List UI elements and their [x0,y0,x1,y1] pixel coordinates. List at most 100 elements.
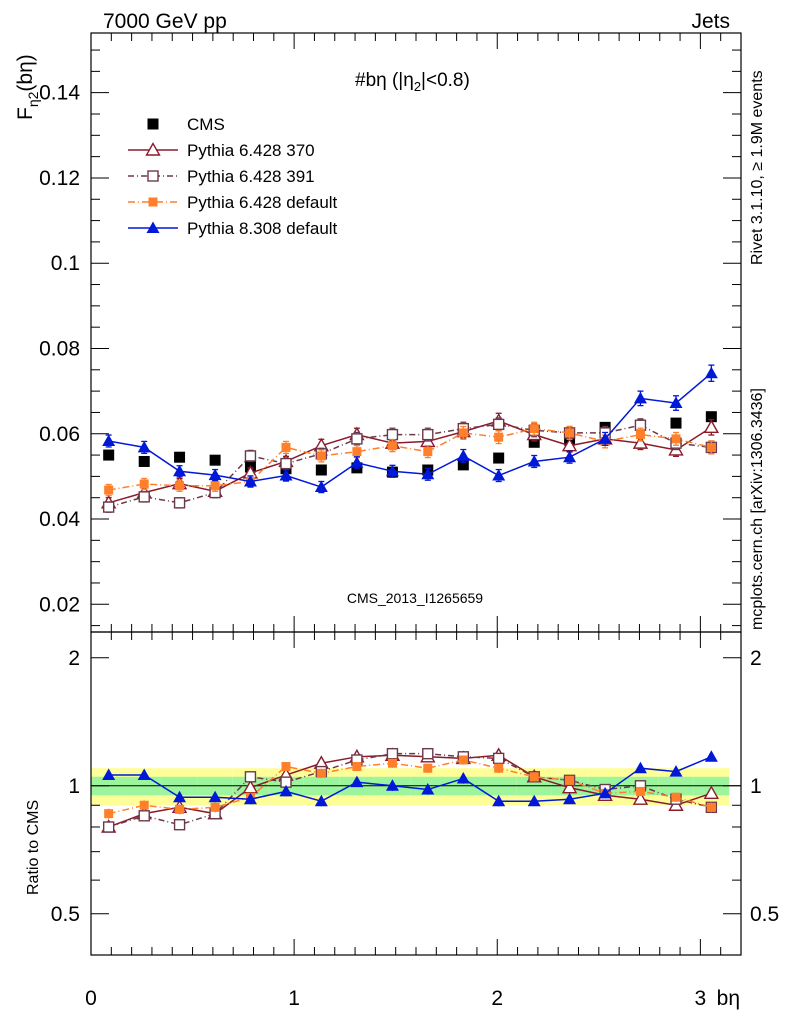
plot-title-sub: 2 [414,79,421,94]
ratio-point-pdef [671,792,681,802]
data-point-p370 [632,435,649,449]
data-point-p8 [527,454,541,467]
data-point-p391 [351,433,363,445]
series-pdef [104,421,716,497]
x-tick-label: 0 [85,987,97,1010]
legend-label-p8: Pythia 8.308 default [187,219,338,238]
ratio-point-p8 [243,792,257,805]
data-point-cms [315,464,327,476]
data-point-pdef [387,441,397,451]
ratio-line-pdef [108,759,712,815]
ratio-point-pdef [175,804,185,814]
legend-marker-cms [147,118,159,130]
data-point-p8 [421,467,435,480]
analysis-watermark: CMS_2013_I1265659 [347,590,483,606]
ratio-point-p8 [633,761,647,774]
x-axis-label: bη [717,987,740,1010]
plot-title-tail: |<0.8) [421,70,470,91]
data-point-pdef [281,442,291,452]
ratio-point-p8 [492,794,506,807]
data-point-cms [457,459,469,471]
data-point-cms [209,454,221,466]
ratio-tick-label-left: 0.5 [51,903,80,926]
data-point-pdef [352,447,362,457]
data-point-pdef [529,424,539,434]
data-point-p8 [137,440,151,453]
y-tick-label: 0.02 [39,593,80,616]
series-cms [103,411,717,478]
data-point-p391 [386,428,399,441]
data-point-p391 [138,491,150,503]
data-point-pdef [139,479,149,489]
data-point-pdef [104,485,114,495]
ratio-point-p8 [669,765,683,777]
header-left-label: 7000 GeV pp [103,10,227,33]
data-point-p8 [563,450,577,463]
ratio-point-pdef [423,763,433,773]
data-point-p8 [385,464,399,477]
data-point-pdef [565,428,575,438]
y-tick-label: 0.14 [39,82,80,105]
ratio-point-p370 [561,779,578,794]
ratio-tick-label-right: 2 [750,647,762,670]
ratio-point-pdef [104,809,114,819]
data-point-p370 [703,419,720,434]
data-point-p8 [492,469,506,481]
y-tick-label: 0.08 [39,337,80,360]
data-point-pdef [706,442,716,452]
ratio-point-p8 [314,794,328,807]
data-point-p391 [173,497,186,509]
ratio-point-p8 [102,768,116,781]
ratio-point-p8 [385,779,399,791]
x-tick-label: 2 [491,987,503,1010]
plot-layer [100,364,720,833]
data-point-p391 [280,457,292,470]
ratio-tick-label-left: 1 [68,775,80,798]
series-p370 [100,412,720,509]
data-point-pdef [635,430,645,440]
ratio-point-pdef [387,758,397,768]
legend-label-p370: Pythia 6.428 370 [187,141,315,160]
legend-marker-p391 [147,170,159,182]
ratio-point-p391 [422,747,434,760]
ratio-point-p8 [563,792,577,805]
ratio-point-p391 [492,752,505,765]
x-tick-label: 3 [695,987,707,1010]
ratio-point-p8 [279,784,293,797]
plot-title-main: #bη (|η [355,70,414,91]
y-axis-label-sub: η2 [25,91,41,107]
data-point-p8 [243,475,257,487]
data-point-cms [493,452,505,464]
ratio-point-pdef [352,762,362,772]
legend-marker-p8 [146,221,160,233]
ratio-point-p8 [421,783,435,795]
plot-title: #bη (|η2|<0.8) [355,70,470,94]
mcplots-label: mcplots.cern.ch [arXiv:1306.3436] [749,388,766,630]
data-point-p8 [173,464,187,477]
ratio-line-p8 [108,756,712,803]
data-point-pdef [671,434,681,444]
data-point-p391 [102,501,115,513]
data-point-p8 [279,469,293,481]
y-axis-label-tail: (bη) [14,54,37,91]
ratio-tick-label-right: 0.5 [750,903,779,926]
series-line-p8 [108,372,712,488]
ratio-point-pdef [316,768,326,778]
ratio-point-p391 [138,810,150,822]
series-line-p370 [108,420,712,504]
data-point-p8 [314,480,328,493]
rivet-label: Rivet 3.1.10, ≥ 1.9M events [749,70,766,265]
ratio-point-pdef [210,802,220,812]
axes-layer: 0 1 2 3 0.02 0.04 0.06 0.08 0.1 0.12 0.14 0.5 0.5 1 1 2… [39,33,779,1010]
ratio-point-p370 [703,785,720,800]
data-point-p391 [492,418,505,431]
data-point-p8 [208,468,222,481]
ratio-point-p391 [244,771,257,783]
data-point-p8 [704,366,718,379]
data-point-pdef [423,447,433,457]
data-point-p8 [598,432,612,444]
data-point-cms [705,411,717,423]
ratio-point-pdef [281,762,291,772]
ratio-point-pdef [706,802,716,812]
